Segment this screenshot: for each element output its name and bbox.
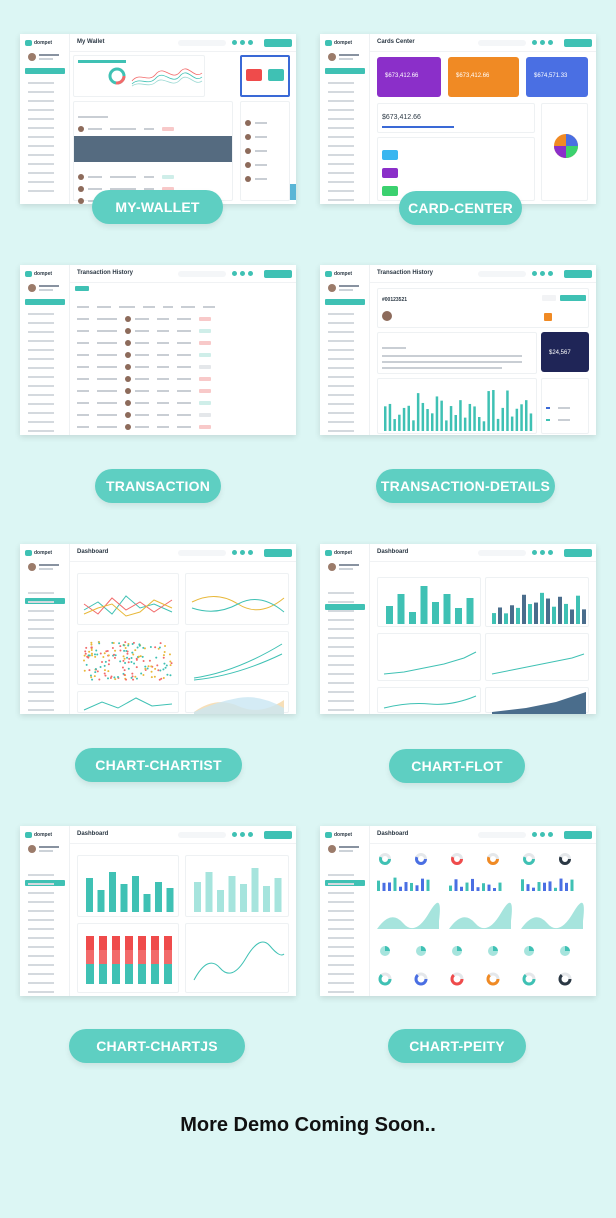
demo-label-my-wallet[interactable]: MY-WALLET: [92, 190, 223, 224]
search-input[interactable]: [478, 550, 526, 556]
demo-card-transaction-details[interactable]: dompet Transaction History #00123521 $24…: [320, 265, 596, 435]
demo-card-chart-chartist[interactable]: dompet Dashboard: [20, 544, 296, 714]
demo-label-chart-chartjs[interactable]: CHART-CHARTJS: [69, 1029, 245, 1063]
demo-card-chart-chartjs[interactable]: dompet Dashboard: [20, 826, 296, 996]
demo-label-transaction[interactable]: TRANSACTION: [95, 469, 221, 503]
search-input[interactable]: [478, 40, 526, 46]
page-title: Transaction History: [377, 270, 434, 276]
sidebar: dompet: [20, 34, 70, 204]
search-input[interactable]: [478, 832, 526, 838]
card-balance: $674,571.33: [534, 73, 568, 79]
card-amount: $24,567: [549, 350, 571, 356]
demo-label-card-center[interactable]: CARD-CENTER: [399, 191, 522, 225]
transaction-id: #00123521: [382, 297, 408, 303]
generate-report-button[interactable]: [264, 270, 292, 278]
page-title: Dashboard: [377, 549, 409, 555]
main-balance: $673,412.66: [382, 114, 421, 121]
demo-card-my-wallet[interactable]: dompet My Wallet: [20, 34, 296, 204]
demo-label-transaction-details[interactable]: TRANSACTION-DETAILS: [376, 469, 555, 503]
footer-text: More Demo Coming Soon..: [180, 1114, 436, 1136]
card-balance: $673,412.66: [385, 73, 419, 79]
bar-chart: [384, 390, 533, 431]
card-balance: $673,412.66: [456, 73, 490, 79]
page-title: Dashboard: [77, 831, 109, 837]
search-input[interactable]: [178, 271, 226, 277]
demo-card-transaction[interactable]: dompet Transaction History: [20, 265, 296, 435]
generate-report-button[interactable]: [264, 39, 292, 47]
pie-chart: [554, 134, 578, 158]
page-title: My Wallet: [77, 39, 105, 45]
avatar: [28, 53, 36, 61]
generate-report-button[interactable]: [564, 831, 592, 839]
demo-label-chart-chartist[interactable]: CHART-CHARTIST: [75, 748, 242, 782]
generate-report-button[interactable]: [564, 549, 592, 557]
demo-card-card-center[interactable]: dompet Cards Center $673,412.66 $673,412…: [320, 34, 596, 204]
wallet-chart: [108, 67, 203, 87]
generate-report-button[interactable]: [264, 831, 292, 839]
generate-report-button[interactable]: [564, 270, 592, 278]
sidebar-item-dashboard[interactable]: [25, 68, 65, 74]
demo-card-chart-peity[interactable]: dompet Dashboard: [320, 826, 596, 996]
logo: dompet: [25, 40, 52, 46]
transaction-table: [73, 286, 293, 432]
page-title: Dashboard: [377, 831, 409, 837]
page-title: Dashboard: [77, 549, 109, 555]
generate-report-button[interactable]: [264, 549, 292, 557]
page-title: Transaction History: [77, 270, 134, 276]
generate-report-button[interactable]: [564, 39, 592, 47]
page-title: Cards Center: [377, 39, 415, 45]
demo-label-chart-peity[interactable]: CHART-PEITY: [388, 1029, 526, 1063]
search-input[interactable]: [178, 40, 226, 46]
search-input[interactable]: [178, 550, 226, 556]
demo-card-chart-flot[interactable]: dompet Dashboard: [320, 544, 596, 714]
demo-label-chart-flot[interactable]: CHART-FLOT: [389, 749, 525, 783]
search-input[interactable]: [478, 271, 526, 277]
search-input[interactable]: [178, 832, 226, 838]
